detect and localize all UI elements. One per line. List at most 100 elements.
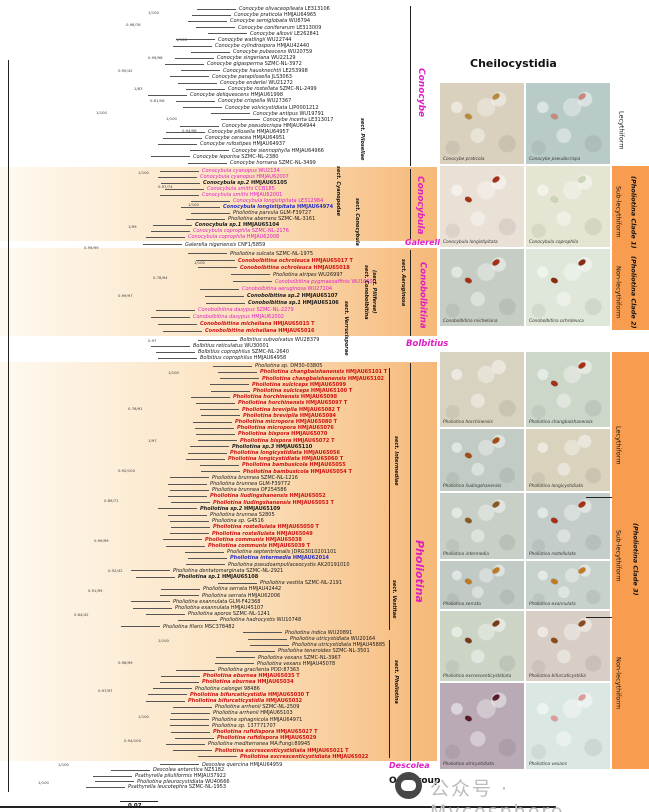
taxon-label: Conocybe hausknechtii LE253998 [223, 68, 308, 74]
voucher-code: HMJAU65072 T [291, 437, 335, 444]
spore-ellipse [491, 500, 501, 510]
taxon-name: Pholiotina excrescenticystidiata [240, 753, 331, 760]
voucher-code: HMJAU62007 [254, 174, 289, 180]
taxon-name: Pholiotina communis [208, 542, 267, 549]
taxon-label: Pholiotina sulciceps HMJAU65099 [252, 382, 346, 388]
taxon-name: Pholiotina sulciceps [253, 387, 310, 394]
voucher-code: MA:Fungi:89945 [268, 741, 311, 748]
branch-line [165, 64, 204, 66]
taxon-label: Conocybe siennophylla HMJAU64966 [232, 148, 324, 154]
voucher-code: HMJAU65060 T [300, 456, 344, 463]
scale-bar-label: 0.07 [128, 803, 142, 809]
voucher-code: WU16600 [349, 278, 376, 285]
voucher-code: HMJAU45078 [301, 660, 336, 667]
branch-line [86, 786, 125, 788]
voucher-code: WU30001 [242, 343, 269, 349]
spore-ellipse [464, 636, 473, 644]
taxon-name: Pholiotina vexans [257, 660, 302, 667]
branch-line [170, 477, 209, 479]
taxon-label: Conobolbitina sp.1 HMJAU65106 [248, 300, 339, 306]
branch-line [160, 194, 199, 196]
branch-line [200, 464, 239, 466]
taxon-row: Pholiotina septentrionalis JDRG301020110… [0, 549, 437, 555]
branch-line [168, 483, 207, 485]
voucher-code: HMJAU65054 T [308, 468, 352, 475]
taxon-row: Pholiotina sphagnicola HMJAU64971 [0, 717, 437, 723]
taxon-label: Pholiotina septentrionalis JDRG301020110… [227, 549, 336, 555]
taxon-name: Conocybula coprophila [193, 228, 251, 234]
voucher-code: SZMC-NL-1241 [231, 611, 271, 618]
taxon-label: Pholiotina rufidispora HMJAU65027 T [213, 729, 317, 735]
branch-line [173, 750, 212, 752]
taxon-label: Pholiotina serrata HMJAU42442 [203, 586, 281, 592]
taxon-row: Pholiotina bifurcaticystidia HMJAU65030 … [0, 692, 437, 698]
voucher-code: HMJAU64966 [289, 147, 324, 154]
spore-ellipse [464, 112, 473, 120]
branch-line [170, 725, 209, 727]
spore-ellipse [464, 577, 473, 586]
branch-line [195, 427, 234, 429]
branch-line [151, 156, 190, 158]
sect-label-piliferae: (sect. Piliferae) [371, 270, 377, 314]
micrograph-cell: Pholiotina bifurcaticystidia [526, 611, 610, 681]
voucher-code: SZMC-NL-2509 [260, 704, 300, 711]
taxon-name: Pholiotina sp.1 [178, 574, 221, 580]
branch-line [146, 700, 185, 702]
branch-line [121, 626, 160, 628]
micrograph-caption: Pholiotina exannulata [529, 602, 576, 607]
taxon-name: Conocybe rufostipes [200, 141, 252, 148]
micrograph-caption: Pholiotina longicystidiata [529, 484, 583, 489]
voucher-code: WU10748 [275, 617, 302, 624]
micrograph-caption: Pholiotina changbaishanensis [529, 420, 593, 425]
taxon-row: Conobolbitina dasypus HMJAU62002 [0, 314, 437, 320]
taxon-row: Conocybe leporina SZMC-NL-2380 [0, 154, 437, 160]
spore-ellipse [577, 618, 587, 628]
cystidia-type-label: Lecythiform [617, 110, 626, 150]
spore-ellipse [491, 693, 501, 702]
taxon-label: Bolbitius subvolvatus WU28379 [240, 337, 319, 343]
branch-line [196, 260, 235, 262]
watermark-logo-icon [395, 772, 422, 799]
taxon-label: Pholiotina horchinensis HMJAU65098 [233, 394, 337, 400]
voucher-code: SZMC-NL-2640 [250, 349, 289, 355]
taxon-row: Pholiotina indica WU20891 [0, 630, 437, 636]
branch-line [181, 70, 220, 72]
taxon-name: Pholiotina rostellulata [213, 524, 276, 531]
taxon-name: Pholiotina rufidispora [213, 729, 275, 736]
voucher-code: WU2134 [256, 168, 280, 174]
taxon-row: Conocybe ceracea HMJAU64951 [0, 135, 437, 141]
support-value: 1/100 [96, 110, 107, 115]
taxon-row: Bolbitius reticulatus WU30001 [0, 343, 437, 349]
voucher-code: HMJAU64959 [248, 761, 283, 768]
taxon-label: Pholiotina longicystidiata HMJAU65056 [230, 450, 340, 456]
micrograph-cell: Pholiotina liudingshanensis [440, 429, 524, 491]
branch-line [210, 384, 249, 386]
taxon-row: Pholiotina rostellulata HMJAU65050 T [0, 524, 437, 530]
branch-line [160, 682, 199, 684]
taxon-row: Conobolbitina sp.2 HMJAU65107 [0, 293, 437, 299]
taxon-label: Conocybula longistipitata HMJAU64974 [223, 204, 333, 210]
taxon-name: Conocybe parapilosella [212, 73, 271, 80]
taxon-name: Conocybe incerta [263, 116, 307, 123]
taxon-label: Conocybe cylindrospora HMJAU42440 [215, 43, 309, 49]
support-value: 0.52/42 [108, 568, 123, 573]
taxon-name: Descolea antarctica [153, 767, 203, 774]
taxon-name: Pholiotina liudingshanensis [213, 499, 291, 506]
taxon-label: Pholiotina sp. DM30-03805 [255, 363, 322, 369]
sect-label-aeruginosa: sect. Aeruginosa [400, 259, 406, 307]
bracket-conocybe [410, 6, 411, 166]
taxon-label: Pholiotina eburnea HMJAU65035 T [203, 673, 300, 679]
sect-label-intermediae: sect. Intermediae [393, 436, 399, 486]
taxon-label: Pholiotina rostellulata HMJAU65050 T [213, 524, 319, 530]
taxon-row: Pholiotina calongei 98486 [0, 686, 437, 692]
branch-line [171, 731, 210, 733]
spore-ellipse [550, 195, 559, 203]
taxon-name: Psathyrella piluliformis [135, 773, 192, 779]
taxon-label: Pholiotina vexans SZMC-NL-3967 [258, 655, 341, 661]
cystidia-type-label: Non-lecythiform [614, 265, 623, 319]
taxon-label: Pholiotina aberrans SZMC-NL-3161 [228, 216, 315, 222]
voucher-code: MSC378482 [203, 623, 235, 630]
support-value: 0.94/98 [182, 128, 197, 133]
spore-ellipse [550, 714, 559, 722]
taxon-name: Conocybe crispella [218, 98, 266, 105]
